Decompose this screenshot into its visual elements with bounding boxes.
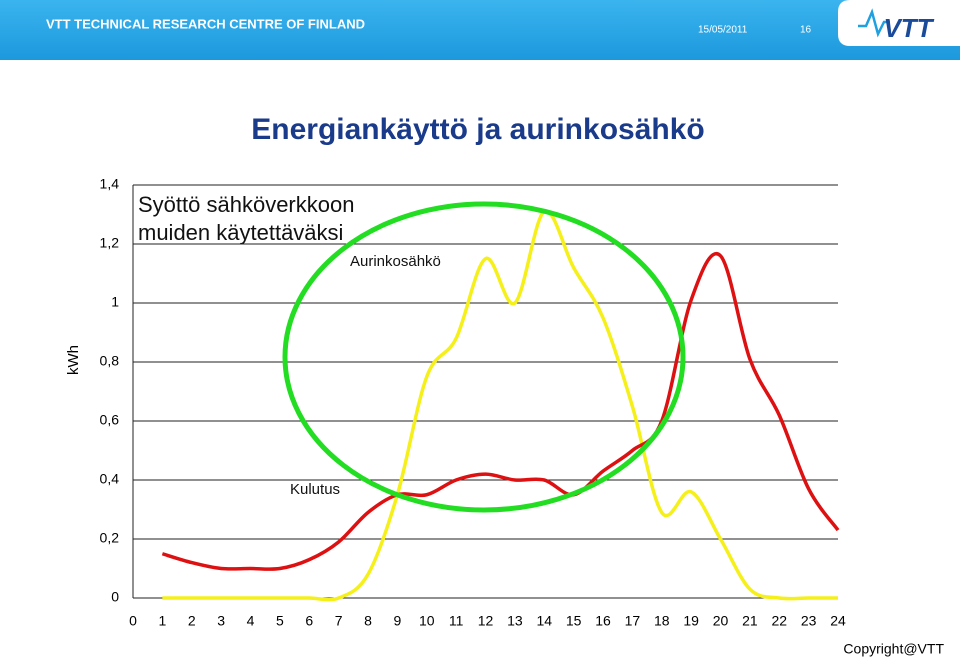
organization: VTT TECHNICAL RESEARCH CENTRE OF FINLAND xyxy=(46,16,365,31)
x-tick-label: 23 xyxy=(801,613,817,629)
x-tick-label: 22 xyxy=(771,613,787,629)
y-axis-label: kWh xyxy=(65,345,82,375)
copyright: Copyright@VTT xyxy=(843,641,944,657)
highlight-ellipse xyxy=(282,201,686,513)
annotation: Aurinkosähkö xyxy=(350,253,441,270)
logo-wave xyxy=(858,8,890,38)
y-tick-label: 0,8 xyxy=(100,353,120,369)
x-tick-label: 1 xyxy=(158,613,166,629)
x-tick-label: 0 xyxy=(129,613,137,629)
x-tick-label: 10 xyxy=(419,613,435,629)
x-tick-label: 18 xyxy=(654,613,670,629)
x-tick-label: 2 xyxy=(188,613,196,629)
plot: 00,20,40,60,811,21,40 1 2 3 4 5 6 7 8 9 10 11 12 13 14… xyxy=(100,176,846,629)
logo: VTT xyxy=(883,13,934,43)
y-tick-label: 0,6 xyxy=(100,412,120,428)
date: 15/05/2011 xyxy=(698,25,748,36)
y-tick-label: 0,2 xyxy=(100,530,120,546)
y-tick-label: 0,4 xyxy=(100,471,120,487)
x-tick-label: 19 xyxy=(683,613,699,629)
x-tick-label: 17 xyxy=(625,613,641,629)
slide-title: Energiankäyttö ja aurinkosähkö xyxy=(251,113,704,146)
annotation: muiden käytettäväksi xyxy=(138,220,343,245)
x-tick-label: 16 xyxy=(595,613,611,629)
annotation: Syöttö sähköverkkoon xyxy=(138,192,354,217)
x-tick-label: 24 xyxy=(830,613,846,629)
y-tick-label: 1,2 xyxy=(100,235,120,251)
x-tick-label: 4 xyxy=(247,613,255,629)
x-tick-label: 14 xyxy=(536,613,552,629)
header-bar xyxy=(0,0,960,60)
x-tick-label: 13 xyxy=(507,613,523,629)
x-tick-label: 15 xyxy=(566,613,582,629)
x-tick-label: 20 xyxy=(713,613,729,629)
x-tick-label: 21 xyxy=(742,613,758,629)
page-number: 16 xyxy=(800,25,812,36)
x-tick-label: 8 xyxy=(364,613,372,629)
data-line xyxy=(162,209,838,602)
x-tick-label: 7 xyxy=(335,613,343,629)
x-tick-label: 3 xyxy=(217,613,225,629)
y-tick-label: 1,4 xyxy=(100,176,120,192)
x-tick-label: 9 xyxy=(393,613,401,629)
x-tick-label: 12 xyxy=(478,613,494,629)
y-tick-label: 0 xyxy=(111,589,119,605)
logo-box xyxy=(838,0,960,46)
x-tick-label: 6 xyxy=(305,613,313,629)
data-line xyxy=(161,252,840,571)
annotation: Kulutus xyxy=(290,481,340,498)
x-tick-label: 5 xyxy=(276,613,284,629)
y-tick-label: 1 xyxy=(111,294,119,310)
x-tick-label: 11 xyxy=(449,613,464,629)
